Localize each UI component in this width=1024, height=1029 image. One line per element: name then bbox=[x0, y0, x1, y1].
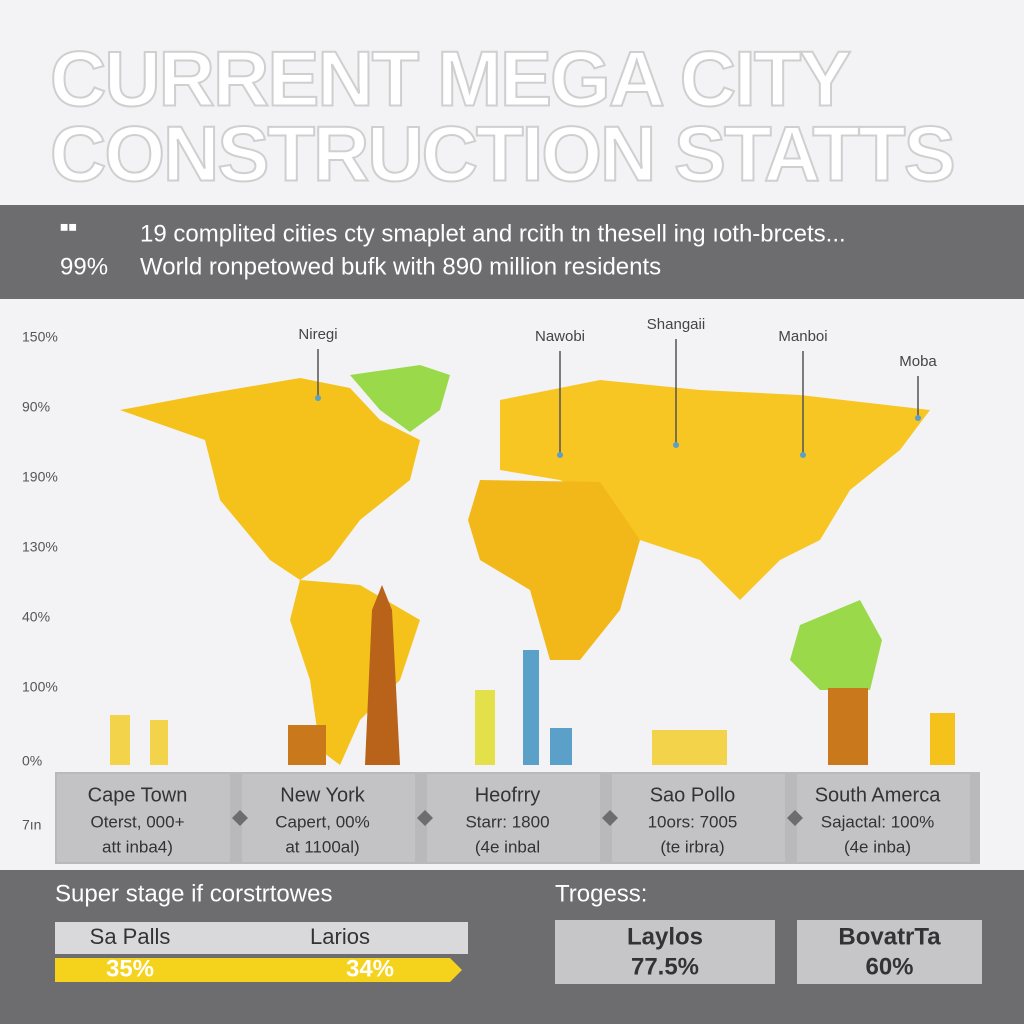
card-title: Sao Pollo bbox=[650, 784, 736, 806]
stage-box bbox=[55, 922, 468, 954]
card-separator bbox=[232, 810, 248, 826]
title-line: CONSTRUCTION STATTS bbox=[50, 110, 954, 198]
card bbox=[612, 774, 785, 862]
card-separator bbox=[787, 810, 803, 826]
card-line: att inba4) bbox=[102, 837, 173, 856]
card bbox=[242, 774, 415, 862]
title-line: CURRENT MEGA CITY bbox=[50, 35, 850, 123]
building bbox=[365, 585, 400, 765]
axis-label: 0% bbox=[22, 753, 42, 769]
continent bbox=[350, 365, 450, 432]
building bbox=[110, 715, 130, 765]
axis-label: 130% bbox=[22, 539, 58, 555]
pin-label: Shangaii bbox=[647, 316, 705, 333]
card-line: (4e inba) bbox=[844, 837, 911, 856]
card bbox=[797, 774, 970, 862]
banner-text: 19 complited cities cty smaplet and rcit… bbox=[140, 220, 846, 247]
continent bbox=[120, 378, 420, 580]
card-title: South Amerca bbox=[815, 784, 942, 806]
axis-label: 40% bbox=[22, 609, 50, 625]
pin-label: Moba bbox=[899, 353, 937, 370]
stage-value: 35% bbox=[106, 955, 154, 982]
pin-dot bbox=[315, 395, 321, 401]
buildings bbox=[110, 585, 955, 765]
building bbox=[828, 688, 868, 765]
card bbox=[57, 774, 230, 862]
banner bbox=[0, 205, 1024, 299]
progress-name: BovatrTa bbox=[838, 923, 941, 950]
building bbox=[930, 713, 955, 765]
pin-label: Nawobi bbox=[535, 328, 585, 345]
pin-dot bbox=[673, 442, 679, 448]
pin-label: Niregi bbox=[298, 326, 337, 343]
building bbox=[288, 725, 326, 765]
card-line: Starr: 1800 bbox=[465, 812, 549, 831]
axis-label: 90% bbox=[22, 399, 50, 415]
progress-box bbox=[797, 920, 982, 984]
continent bbox=[790, 600, 882, 690]
building bbox=[475, 690, 495, 765]
stage-title: Super stage if corstrtowes bbox=[55, 880, 332, 907]
progress-value: 60% bbox=[865, 953, 913, 980]
building bbox=[523, 650, 539, 765]
card-title: New York bbox=[280, 784, 365, 806]
stage-bar bbox=[55, 958, 462, 982]
card-line: Capert, 00% bbox=[275, 812, 370, 831]
pin-label: Manboi bbox=[778, 328, 827, 345]
progress-name: Laylos bbox=[627, 923, 703, 950]
progress-title: Trogess: bbox=[555, 880, 647, 907]
progress-value: 77.5% bbox=[631, 953, 699, 980]
card-line: 10ors: 7005 bbox=[648, 812, 738, 831]
banner-text: World ronpetowed bufk with 890 million r… bbox=[140, 253, 661, 280]
card-line: Oterst, 000+ bbox=[90, 812, 184, 831]
progress-box bbox=[555, 920, 775, 984]
continent bbox=[500, 380, 930, 600]
building bbox=[550, 728, 572, 765]
axis-label: 190% bbox=[22, 469, 58, 485]
card-line: (4e inbal bbox=[475, 837, 540, 856]
building bbox=[150, 720, 168, 765]
axis-label: 100% bbox=[22, 679, 58, 695]
card bbox=[427, 774, 600, 862]
card-title: Cape Town bbox=[88, 784, 188, 806]
stage-name: Sa Palls bbox=[90, 924, 171, 949]
card-line: (te irbra) bbox=[660, 837, 724, 856]
card-line: at 1100al) bbox=[285, 837, 359, 856]
card-title: Heofrry bbox=[475, 784, 541, 806]
card-line: Sajactal: 100% bbox=[821, 812, 934, 831]
axis-label: 150% bbox=[22, 329, 58, 345]
card-separator bbox=[602, 810, 618, 826]
pin-dot bbox=[557, 452, 563, 458]
building bbox=[652, 730, 727, 765]
pin-dot bbox=[915, 415, 921, 421]
card-separator bbox=[417, 810, 433, 826]
axis-label: 7ın bbox=[22, 817, 41, 833]
banner-marker: ■■ bbox=[60, 219, 77, 235]
pin-dot bbox=[800, 452, 806, 458]
continent bbox=[468, 480, 640, 660]
banner-marker: 99% bbox=[60, 253, 108, 280]
stage-value: 34% bbox=[346, 955, 394, 982]
stage-name: Larios bbox=[310, 924, 370, 949]
